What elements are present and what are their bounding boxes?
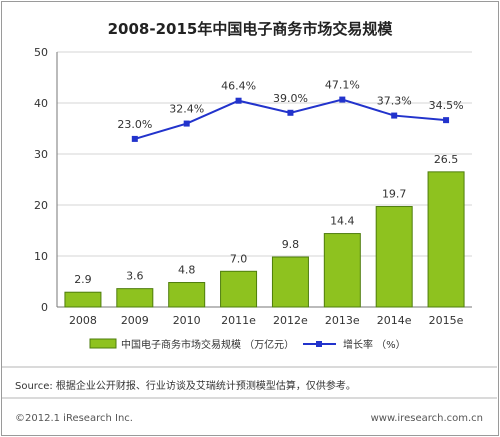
y-tick-label: 20 xyxy=(34,199,48,212)
bar xyxy=(220,270,258,308)
growth-value-label: 32.4% xyxy=(169,103,204,116)
bar-value-label: 4.8 xyxy=(178,264,196,277)
chart-title: 2008-2015年中国电子商务市场交易规模 xyxy=(107,20,393,38)
legend-bar-label: 中国电子商务市场交易规模 （万亿元） xyxy=(121,338,294,351)
bar xyxy=(116,288,154,308)
x-tick-label: 2012e xyxy=(273,314,308,327)
growth-value-label: 46.4% xyxy=(221,80,256,93)
y-tick-label: 50 xyxy=(34,46,48,59)
bar xyxy=(271,256,309,308)
x-tick-label: 2011e xyxy=(221,314,256,327)
x-tick-label: 2009 xyxy=(121,314,149,327)
growth-point xyxy=(391,112,398,119)
bar xyxy=(427,171,465,308)
x-tick-label: 2014e xyxy=(377,314,412,327)
x-tick-label: 2008 xyxy=(69,314,97,327)
bar-value-label: 19.7 xyxy=(382,188,407,201)
bar xyxy=(168,282,206,308)
y-tick-label: 0 xyxy=(41,301,48,314)
x-tick-label: 2015e xyxy=(429,314,464,327)
growth-point xyxy=(339,96,346,103)
bar-value-label: 14.4 xyxy=(330,215,355,228)
bar xyxy=(323,233,361,308)
y-tick-label: 10 xyxy=(34,250,48,263)
bar xyxy=(64,291,102,308)
growth-point xyxy=(235,97,242,104)
website-text: www.iresearch.com.cn xyxy=(370,413,483,424)
bar-value-label: 2.9 xyxy=(74,273,92,286)
bar-value-label: 26.5 xyxy=(434,153,459,166)
copyright-text: ©2012.1 iResearch Inc. xyxy=(15,413,133,424)
bar-value-label: 9.8 xyxy=(282,238,300,251)
bar-value-label: 7.0 xyxy=(230,252,248,265)
y-tick-label: 40 xyxy=(34,97,48,110)
x-tick-label: 2010 xyxy=(173,314,201,327)
y-tick-label: 30 xyxy=(34,148,48,161)
x-tick-label: 2013e xyxy=(325,314,360,327)
growth-point xyxy=(287,109,294,116)
growth-value-label: 47.1% xyxy=(325,79,360,92)
legend-bar-swatch xyxy=(89,338,117,349)
bar xyxy=(375,206,413,308)
growth-point xyxy=(131,135,138,142)
legend-line-marker xyxy=(316,341,322,347)
growth-value-label: 37.3% xyxy=(377,95,412,108)
growth-value-label: 23.0% xyxy=(117,118,152,131)
growth-point xyxy=(183,120,190,127)
legend-line-label: 增长率 （%） xyxy=(343,338,406,351)
growth-value-label: 39.0% xyxy=(273,92,308,105)
growth-value-label: 34.5% xyxy=(429,99,464,112)
growth-point xyxy=(443,117,450,124)
bar-value-label: 3.6 xyxy=(126,270,144,283)
source-note: Source: 根据企业公开财报、行业访谈及艾瑞统计预测模型估算，仅供参考。 xyxy=(15,381,356,392)
